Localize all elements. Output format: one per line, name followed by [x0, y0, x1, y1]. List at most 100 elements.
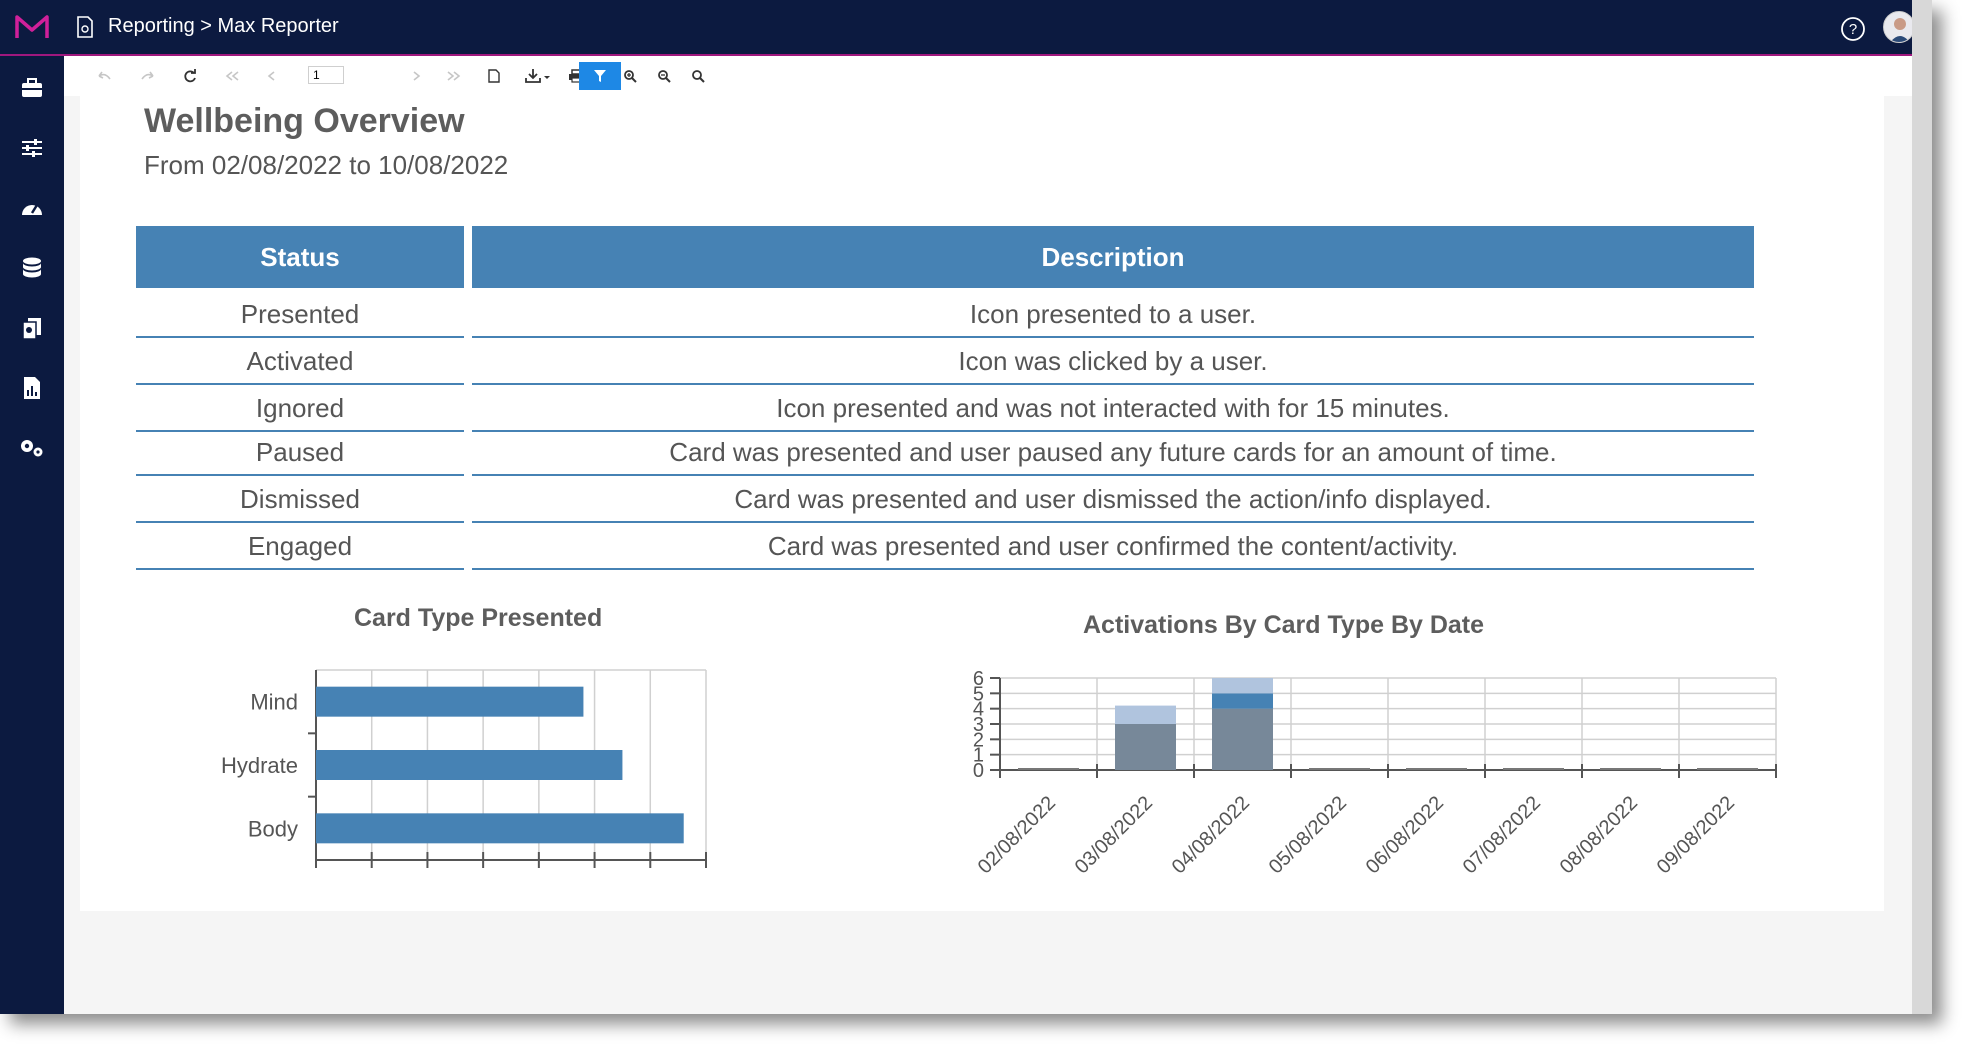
x-tick-label: 08/08/2022: [1556, 792, 1642, 878]
category-label: Hydrate: [221, 753, 298, 778]
bar: [316, 686, 584, 717]
database-icon: [23, 257, 41, 278]
y-tick-label: 0: [973, 760, 984, 782]
status-cell: Engaged: [136, 524, 464, 570]
search-icon: [692, 70, 705, 83]
filter-icon: [594, 70, 606, 82]
breadcrumb: Reporting > Max Reporter: [108, 15, 339, 37]
settings-gears-icon: [21, 440, 43, 457]
main-content: Wellbeing Overview From 02/08/2022 to 10…: [64, 56, 1932, 1014]
status-cell: Dismissed: [136, 477, 464, 523]
user-avatar-icon: [1890, 18, 1910, 42]
y-tick-label: 6: [973, 668, 984, 690]
sidebar-item-toolbox[interactable]: [16, 72, 48, 104]
help-circle-icon[interactable]: ?: [1840, 16, 1866, 42]
refresh-button[interactable]: [178, 64, 202, 88]
category-label: Mind: [250, 690, 298, 715]
blank-page-icon: [488, 69, 500, 83]
table-header-description: Description: [472, 226, 1754, 288]
sliders-icon: [22, 139, 42, 157]
y-tick-label: 3: [973, 714, 984, 736]
zoom-in-icon: [624, 70, 637, 83]
x-tick-label: 05/08/2022: [1265, 792, 1351, 878]
sidebar: [0, 56, 64, 1014]
sidebar-item-reports[interactable]: [16, 372, 48, 404]
svg-text:?: ?: [1849, 21, 1857, 38]
search-button[interactable]: [686, 64, 710, 88]
description-cell: Icon was clicked by a user.: [472, 339, 1754, 385]
description-cell: Icon presented and was not interacted wi…: [472, 386, 1754, 432]
report-toolbar: [64, 56, 1932, 96]
documents-icon: [22, 318, 41, 340]
m-logo-icon[interactable]: [14, 12, 50, 42]
export-button[interactable]: [522, 64, 554, 88]
table-header-status: Status: [136, 226, 464, 288]
bar: [316, 813, 684, 844]
report-title: Wellbeing Overview: [144, 102, 465, 140]
download-icon: [525, 69, 550, 83]
bar-segment: [1115, 705, 1176, 724]
x-tick-label: 04/08/2022: [1168, 792, 1254, 878]
y-tick-label: 1: [973, 745, 984, 767]
table-row: Ignored Icon presented and was not inter…: [136, 386, 1754, 433]
first-page-icon: [225, 71, 239, 81]
description-cell: Card was presented and user dismissed th…: [472, 477, 1754, 523]
chart-title-card-type: Card Type Presented: [354, 604, 603, 632]
x-tick-label: 02/08/2022: [974, 792, 1060, 878]
table-row: Paused Card was presented and user pause…: [136, 430, 1754, 477]
sidebar-item-database[interactable]: [16, 252, 48, 284]
parameters-filter-button[interactable]: [579, 62, 621, 90]
previous-page-icon: [267, 71, 275, 81]
back-button[interactable]: [92, 64, 116, 88]
chart-title-activations: Activations By Card Type By Date: [1083, 611, 1485, 639]
app-window: Reporting > Max Reporter ?: [0, 0, 1932, 1014]
window-scrollbar[interactable]: [1912, 0, 1932, 1014]
status-cell: Presented: [136, 292, 464, 338]
toolbox-icon: [22, 78, 42, 97]
last-page-button[interactable]: [442, 64, 466, 88]
table-row: Activated Icon was clicked by a user.: [136, 339, 1754, 386]
bar-segment: [1212, 678, 1273, 694]
status-cell: Paused: [136, 430, 464, 476]
new-page-button[interactable]: [482, 64, 506, 88]
sidebar-item-documents[interactable]: [16, 312, 48, 344]
y-tick-label: 4: [973, 699, 984, 721]
y-tick-label: 5: [973, 683, 984, 705]
description-cell: Card was presented and user paused any f…: [472, 430, 1754, 476]
dashboard-gauge-icon: [22, 204, 42, 215]
x-tick-label: 03/08/2022: [1071, 792, 1157, 878]
zoom-out-icon: [658, 70, 671, 83]
first-page-button[interactable]: [220, 64, 244, 88]
avatar[interactable]: [1883, 11, 1915, 43]
bar-segment: [1115, 724, 1176, 770]
forward-button[interactable]: [136, 64, 160, 88]
table-row: Dismissed Card was presented and user di…: [136, 477, 1754, 524]
arrow-forward-icon: [141, 71, 154, 80]
report-page: Wellbeing Overview From 02/08/2022 to 10…: [80, 96, 1884, 911]
report-chart-icon: [24, 377, 40, 399]
sidebar-item-settings[interactable]: [16, 432, 48, 464]
report-subtitle: From 02/08/2022 to 10/08/2022: [144, 150, 509, 180]
x-tick-label: 06/08/2022: [1362, 792, 1448, 878]
arrow-back-icon: [98, 71, 111, 80]
status-cell: Ignored: [136, 386, 464, 432]
sidebar-item-sliders[interactable]: [16, 132, 48, 164]
description-cell: Card was presented and user confirmed th…: [472, 524, 1754, 570]
description-cell: Icon presented to a user.: [472, 292, 1754, 338]
zoom-out-button[interactable]: [652, 64, 676, 88]
next-page-button[interactable]: [404, 64, 428, 88]
bar: [316, 750, 623, 780]
card-type-bar-chart: Mind Hydrate Body: [221, 669, 707, 868]
table-row: Engaged Card was presented and user conf…: [136, 524, 1754, 571]
page-number-input[interactable]: [308, 66, 344, 84]
previous-page-button[interactable]: [260, 64, 284, 88]
bar-segment: [1212, 708, 1273, 770]
x-tick-label: 09/08/2022: [1653, 792, 1739, 878]
sidebar-item-dashboard[interactable]: [16, 192, 48, 224]
next-page-icon: [413, 71, 421, 81]
x-tick-label: 07/08/2022: [1459, 792, 1545, 878]
status-cell: Activated: [136, 339, 464, 385]
zoom-in-button[interactable]: [618, 64, 642, 88]
y-tick-label: 2: [973, 729, 984, 751]
